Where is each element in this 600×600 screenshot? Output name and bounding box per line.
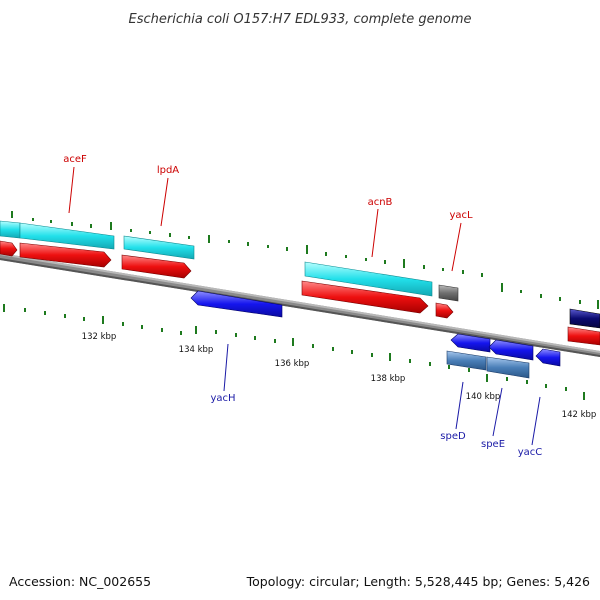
gene-label-spee: speE <box>481 439 505 450</box>
accession-text: Accession: NC_002655 <box>9 574 151 589</box>
genome-summary-text: Topology: circular; Length: 5,528,445 bp… <box>246 574 590 589</box>
gene-cyan <box>123 235 195 260</box>
leader-lines-top <box>68 166 462 272</box>
gene-label-sped: speD <box>440 431 466 442</box>
gene-cyan <box>19 222 115 250</box>
gene-labels-top: aceF lpdA acnB yacL <box>63 154 473 221</box>
scale-label: 140 kbp <box>466 392 501 402</box>
gene-gray <box>438 284 459 302</box>
gene-red <box>435 302 454 319</box>
gene-red <box>19 242 112 268</box>
gene-label-acef: aceF <box>63 154 87 165</box>
cyan-genes <box>0 220 433 297</box>
gene-steel <box>486 356 530 379</box>
gene-label-acnb: acnB <box>368 197 393 208</box>
gene-label-yach: yacH <box>210 393 235 404</box>
gene-red <box>0 240 18 257</box>
scale-label: 142 kbp <box>562 410 597 420</box>
leader-lines-bottom <box>223 343 541 446</box>
gene-red <box>567 326 600 346</box>
outer-ticks <box>11 211 599 309</box>
scale-label: 134 kbp <box>179 345 214 355</box>
scale-label: 136 kbp <box>275 359 310 369</box>
other-genes <box>190 284 600 379</box>
gene-label-yacl: yacL <box>449 210 473 221</box>
gene-cyan <box>304 261 433 297</box>
gene-label-lpda: lpdA <box>157 165 179 176</box>
backbone <box>0 253 600 357</box>
gene-labels-bottom: yacH speD speE yacC <box>210 393 542 458</box>
gene-cyan <box>0 220 21 239</box>
gene-blue <box>190 290 283 318</box>
map-title: Escherichia coli O157:H7 EDL933, complet… <box>129 12 472 27</box>
gene-navy <box>569 308 600 329</box>
gene-steel <box>446 350 487 371</box>
inner-ticks <box>3 304 585 400</box>
gene-red <box>121 254 192 279</box>
gene-blue <box>535 348 561 367</box>
gene-blue <box>488 339 534 361</box>
scale-labels: 132 kbp 134 kbp 136 kbp 138 kbp 140 kbp … <box>82 332 597 420</box>
scale-label: 138 kbp <box>371 374 406 384</box>
gene-red <box>301 280 429 314</box>
gene-blue <box>450 333 491 353</box>
gene-label-yacc: yacC <box>518 447 543 458</box>
red-genes <box>0 240 600 346</box>
scale-label: 132 kbp <box>82 332 117 342</box>
